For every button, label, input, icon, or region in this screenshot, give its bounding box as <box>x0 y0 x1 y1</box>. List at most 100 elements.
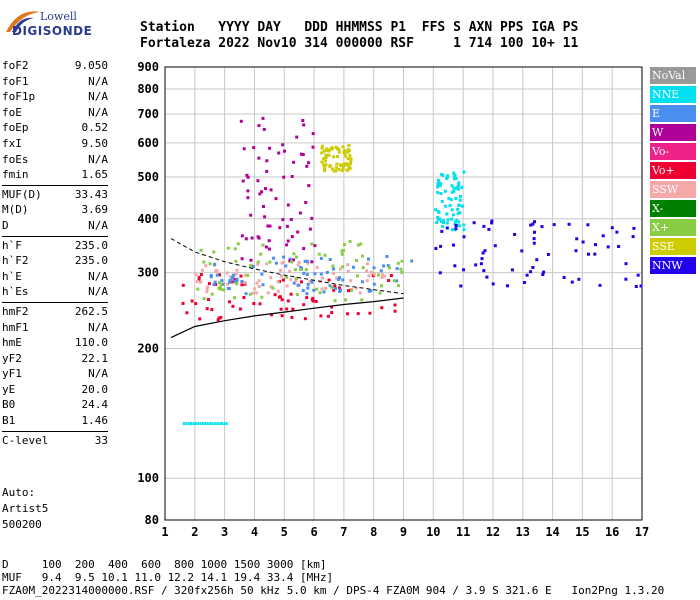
param-row: foF1 N/A <box>2 74 108 90</box>
data-point <box>337 150 341 154</box>
data-point <box>267 247 271 251</box>
param-label: fxI <box>2 136 22 150</box>
x-tick-label: 7 <box>340 525 347 539</box>
data-point <box>199 422 202 426</box>
data-point <box>443 204 447 208</box>
data-point <box>453 173 457 177</box>
data-point <box>255 281 259 285</box>
data-point <box>531 222 535 226</box>
param-row: MUF(D) 33.43 <box>2 187 108 203</box>
auto-scaling-info: Auto: Artist5 500200 <box>2 485 48 533</box>
data-point <box>531 266 535 269</box>
data-point <box>196 287 200 291</box>
data-point <box>567 222 571 226</box>
plot-frame <box>164 66 643 521</box>
data-point <box>218 286 222 289</box>
legend: NoVal NNE E W Vo- Vo+ SSW X- X+ SSE NNW <box>650 67 696 276</box>
data-point <box>285 275 289 279</box>
param-value: 0.52 <box>81 121 109 135</box>
data-point <box>218 273 221 277</box>
y-tick-label: 400 <box>137 212 159 226</box>
data-point <box>322 290 326 294</box>
data-point <box>348 239 352 243</box>
data-point <box>274 197 278 201</box>
x-tick-label: 2 <box>191 525 198 539</box>
data-point <box>320 287 324 291</box>
data-point <box>328 164 332 168</box>
data-point <box>246 175 250 179</box>
legend-item: NNE <box>650 86 696 103</box>
param-row: yF2 22.1 <box>2 351 108 367</box>
data-point <box>239 119 243 123</box>
param-value: N/A <box>88 74 108 88</box>
data-point <box>365 269 369 273</box>
data-point <box>206 422 209 426</box>
data-point <box>334 287 337 290</box>
data-point <box>481 251 485 255</box>
data-point <box>338 267 342 271</box>
data-point <box>320 144 324 148</box>
data-point <box>442 221 445 225</box>
data-point <box>268 224 272 228</box>
param-separator <box>2 184 108 186</box>
data-point <box>228 280 232 284</box>
data-point <box>219 283 223 286</box>
data-point <box>305 292 309 296</box>
data-point <box>319 256 323 260</box>
data-point <box>439 192 443 195</box>
data-point <box>324 153 328 157</box>
data-point <box>231 304 235 308</box>
data-point <box>400 259 404 263</box>
data-point <box>535 258 539 262</box>
data-point <box>387 279 391 282</box>
y-tick-label: 200 <box>137 342 159 356</box>
data-point <box>289 292 293 296</box>
param-row: C-level 33 <box>2 433 108 449</box>
data-point <box>299 266 303 269</box>
data-point <box>292 258 295 262</box>
data-point <box>242 147 246 151</box>
data-point <box>380 273 384 276</box>
station-header: Station YYYY DAY DDD HHMMSS P1 FFS S AXN… <box>140 20 578 52</box>
footer-muf: MUF 9.4 9.5 10.1 11.0 12.2 14.1 19.4 33.… <box>2 571 334 584</box>
data-point <box>252 302 256 305</box>
data-point <box>462 228 466 232</box>
data-point <box>451 213 455 217</box>
data-point <box>342 248 345 252</box>
data-point <box>328 258 332 261</box>
data-point <box>456 212 460 215</box>
data-point <box>542 270 546 274</box>
data-point <box>452 171 456 175</box>
data-point <box>260 190 264 194</box>
param-label: D <box>2 218 9 232</box>
param-label: yF2 <box>2 351 22 365</box>
data-point <box>228 300 231 304</box>
data-point <box>349 157 353 161</box>
data-point <box>333 284 337 288</box>
data-point <box>341 166 345 170</box>
data-point <box>233 296 236 300</box>
data-point <box>280 298 284 302</box>
data-point <box>206 298 210 301</box>
data-point <box>336 155 339 158</box>
data-point <box>313 272 317 276</box>
data-point <box>194 422 197 426</box>
param-value: 1.46 <box>81 414 109 428</box>
data-point <box>594 243 597 247</box>
data-point <box>445 226 449 230</box>
param-row: h`Es N/A <box>2 284 108 300</box>
data-point <box>324 287 328 290</box>
data-point <box>337 167 341 171</box>
data-point <box>190 299 194 303</box>
data-point <box>302 247 306 250</box>
param-label: foEp <box>2 121 29 135</box>
data-point <box>185 311 189 315</box>
data-point <box>194 302 198 306</box>
data-point <box>395 267 399 271</box>
data-point <box>450 217 454 221</box>
data-point <box>358 291 362 295</box>
data-point <box>442 219 445 223</box>
data-point <box>365 279 369 283</box>
param-value: 262.5 <box>74 304 108 318</box>
data-point <box>214 283 218 286</box>
